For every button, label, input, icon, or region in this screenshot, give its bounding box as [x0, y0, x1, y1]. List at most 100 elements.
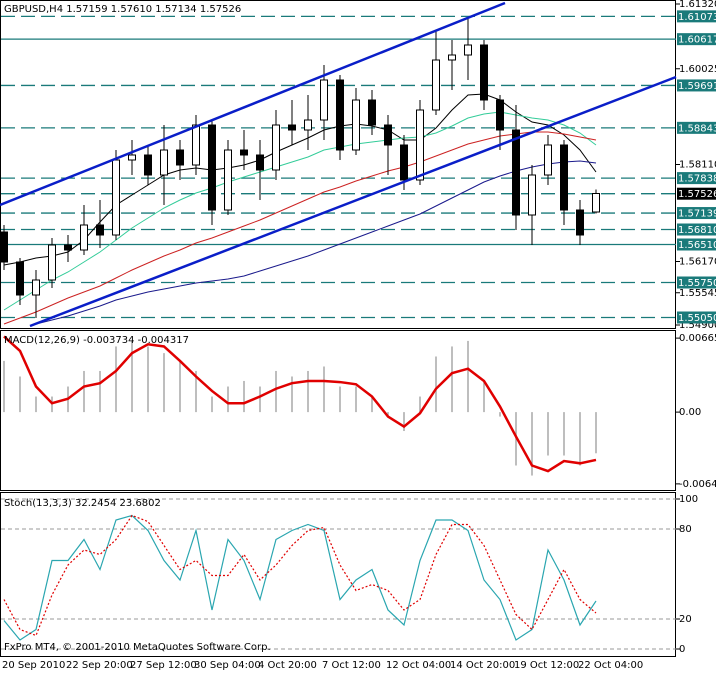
level-label-box: [677, 10, 716, 23]
macd-title: MACD(12,26,9) -0.003734 -0.004317: [4, 335, 189, 346]
candle-body: [384, 124, 392, 146]
x-tick-label: 7 Oct 12:00: [322, 660, 381, 671]
candle-body: [496, 99, 504, 131]
y-tick-label: 100: [679, 494, 698, 505]
x-tick-label: 19 Oct 12:00: [514, 660, 579, 671]
candle-body: [128, 154, 136, 161]
candle-body: [48, 244, 56, 281]
level-label-box: [677, 207, 716, 220]
y-tick-label: 1.61320: [679, 0, 716, 10]
candle-body: [0, 231, 8, 263]
x-tick-label: 14 Oct 20:00: [450, 660, 515, 671]
x-tick-label: 30 Sep 04:00: [194, 660, 261, 671]
level-label-box: [677, 172, 716, 185]
y-tick-label: 1.60025: [679, 64, 716, 75]
y-tick-label: 0: [679, 644, 685, 655]
candle-body: [528, 174, 536, 216]
y-tick-label: 1.56170: [679, 257, 716, 268]
candle-body: [80, 224, 88, 251]
candle-body: [368, 99, 376, 126]
level-label: 1.59691: [678, 81, 716, 92]
candle-body: [544, 144, 552, 176]
y-tick-label: 0.00665: [679, 333, 716, 344]
level-label: 1.58843: [678, 123, 716, 134]
level-label-box: [677, 276, 716, 289]
level-label-box: [677, 187, 716, 200]
candle-body: [480, 44, 488, 101]
level-label: 1.57838: [678, 174, 716, 185]
candle-body: [160, 149, 168, 176]
candle-body: [560, 144, 568, 211]
indicator-line: [3, 514, 597, 641]
candle-body: [576, 209, 584, 236]
level-label-box: [677, 79, 716, 92]
macd-pane: [0, 330, 676, 491]
candle-body: [192, 124, 200, 166]
candle-body: [16, 261, 24, 296]
candle-body: [176, 149, 184, 166]
candle-body: [448, 54, 456, 61]
y-tick-label: -0.00645: [679, 479, 716, 490]
indicator-line: [3, 514, 597, 637]
footer: FxPro MT4, © 2001-2010 MetaQuotes Softwa…: [4, 642, 271, 653]
x-tick-label: 12 Oct 04:00: [386, 660, 451, 671]
y-tick-label: 0.00: [679, 407, 701, 418]
candle-body: [432, 59, 440, 111]
x-tick-label: 22 Sep 20:00: [66, 660, 133, 671]
candle-body: [32, 279, 40, 296]
level-label: 1.57139: [678, 209, 716, 220]
candle-body: [272, 124, 280, 171]
level-label-box: [677, 238, 716, 251]
candle-body: [256, 154, 264, 171]
indicator-line: [3, 93, 597, 266]
indicator-line: [3, 335, 597, 473]
level-label: 1.61073: [678, 12, 716, 23]
stoch-title: Stoch(13,3,3) 32.2454 23.6802: [4, 498, 161, 509]
trend-line: [0, 1, 506, 207]
x-tick-label: 27 Sep 12:00: [130, 660, 197, 671]
y-tick-label: 80: [679, 524, 692, 535]
level-label-box: [677, 223, 716, 236]
y-tick-label: 1.55545: [679, 288, 716, 299]
x-tick-label: 4 Oct 20:00: [258, 660, 317, 671]
indicator-line: [3, 131, 597, 325]
candle-body: [352, 99, 360, 151]
y-tick-label: 1.58110: [679, 160, 716, 171]
stoch-pane: [0, 492, 676, 657]
y-tick-label: 20: [679, 614, 692, 625]
x-tick-label: 22 Oct 04:00: [578, 660, 643, 671]
candle-body: [112, 159, 120, 236]
level-label: 1.56510: [678, 240, 716, 251]
candle-body: [304, 119, 312, 131]
x-tick-label: 20 Sep 2010: [2, 660, 65, 671]
candle-body: [416, 109, 424, 181]
candle-body: [464, 44, 472, 56]
level-label-box: [677, 121, 716, 134]
indicator-line: [35, 160, 597, 325]
candle-body: [336, 79, 344, 151]
level-label: 1.57526: [678, 189, 716, 200]
candle-body: [208, 124, 216, 211]
level-label: 1.55750: [678, 278, 716, 289]
level-label: 1.56810: [678, 225, 716, 236]
candle-body: [64, 244, 72, 251]
price-title: GBPUSD,H4 1.57159 1.57610 1.57134 1.5752…: [4, 4, 241, 15]
level-label: 1.55050: [678, 313, 716, 324]
level-label: 1.60617: [678, 35, 716, 46]
candle-body: [144, 154, 152, 176]
candle-body: [224, 149, 232, 211]
y-tick-label: 1.54900: [679, 320, 716, 331]
level-label-box: [677, 311, 716, 324]
candle-body: [288, 124, 296, 131]
candle-body: [240, 149, 248, 156]
level-label-box: [677, 33, 716, 46]
trend-line: [29, 75, 677, 328]
candle-body: [400, 144, 408, 181]
candle-body: [592, 193, 600, 213]
candle-body: [512, 129, 520, 216]
candle-body: [320, 79, 328, 121]
candle-body: [96, 224, 104, 236]
